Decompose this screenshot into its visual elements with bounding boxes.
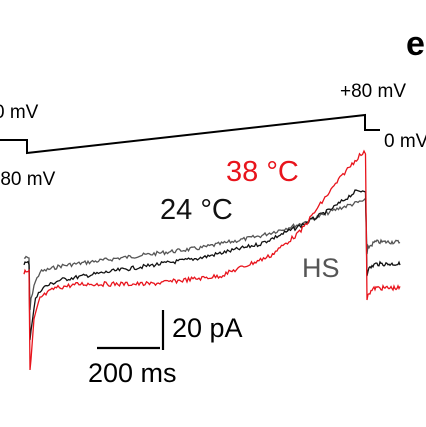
trace-38c bbox=[23, 149, 401, 371]
panel-label: e bbox=[406, 25, 425, 63]
holding-potential-right-label: 0 mV bbox=[384, 131, 426, 152]
scale-bar: 20 pA 200 ms bbox=[88, 310, 243, 388]
trace-hs bbox=[23, 196, 401, 311]
ramp-start-label: -80 mV bbox=[0, 169, 56, 190]
voltage-ramp-protocol bbox=[0, 113, 380, 155]
trace-label-hs: HS bbox=[302, 253, 340, 283]
scale-bar-time-label: 200 ms bbox=[88, 358, 177, 388]
trace-label-38c: 38 °C bbox=[226, 156, 299, 188]
ramp-end-label: +80 mV bbox=[340, 81, 406, 102]
scale-bar-current-label: 20 pA bbox=[172, 313, 243, 343]
current-traces bbox=[23, 149, 401, 371]
holding-potential-left-label: 0 mV bbox=[0, 102, 39, 123]
trace-24c bbox=[23, 189, 401, 341]
trace-label-24c: 24 °C bbox=[160, 194, 233, 226]
